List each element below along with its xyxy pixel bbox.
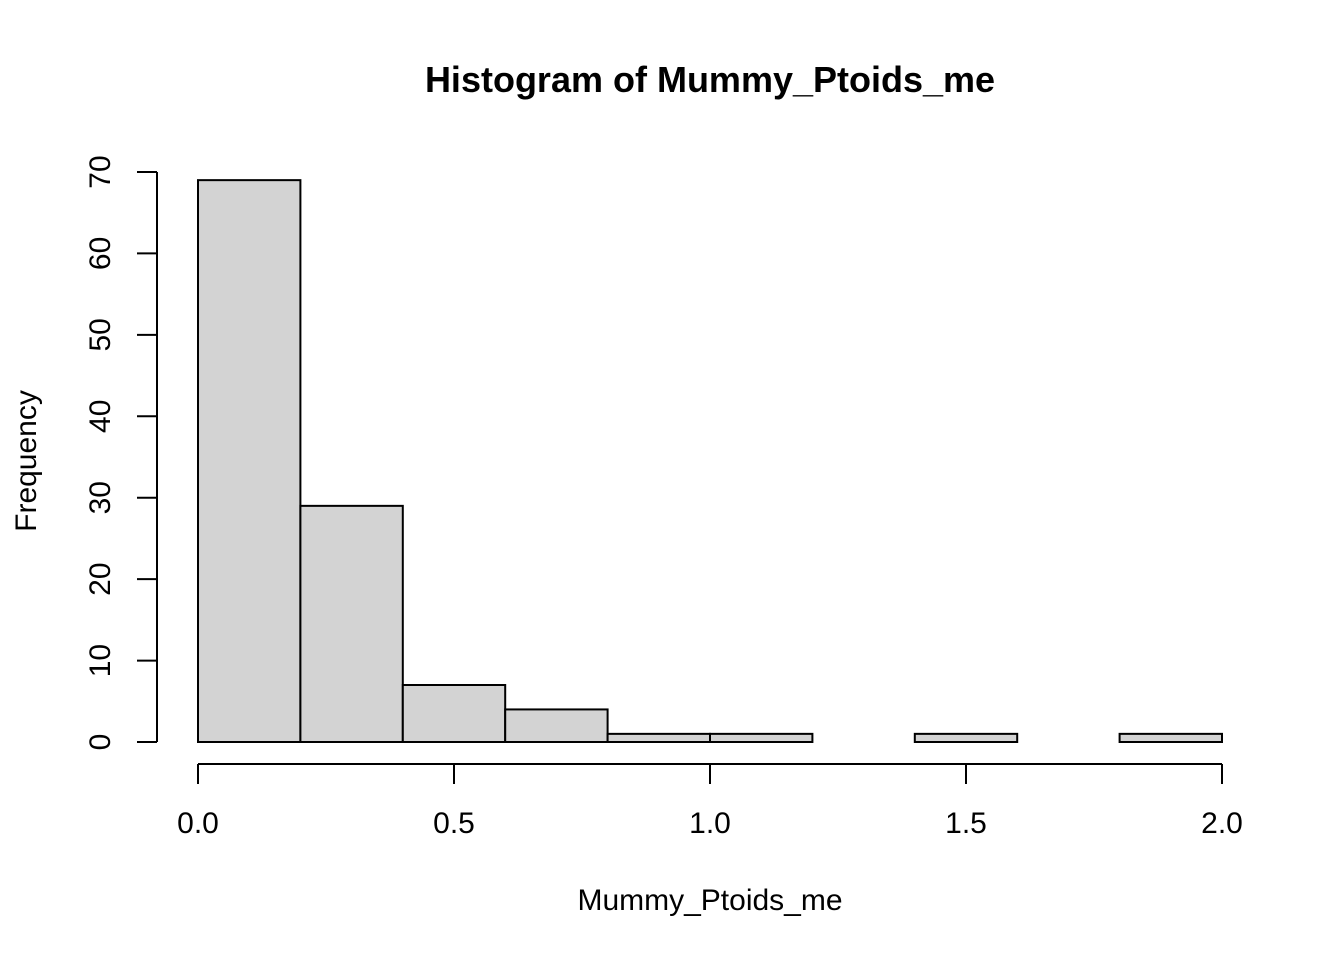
x-tick-label: 1.0 — [689, 807, 731, 840]
histogram-bar — [1118, 732, 1223, 743]
x-tick-label: 0.0 — [177, 807, 219, 840]
histogram-bar — [197, 179, 302, 743]
y-tick-label: 60 — [84, 237, 117, 270]
y-tick-label: 0 — [84, 734, 117, 751]
y-axis-label: Frequency — [10, 390, 43, 532]
histogram-bar — [401, 684, 507, 743]
histogram-bar — [913, 732, 1019, 743]
y-tick-label: 70 — [84, 155, 117, 188]
x-axis-label: Mummy_Ptoids_me — [577, 884, 842, 917]
histogram-bar — [299, 504, 404, 743]
bars-group — [197, 179, 1223, 744]
histogram-bar — [606, 732, 711, 743]
x-tick-label: 0.5 — [433, 807, 475, 840]
x-axis: 0.0 0.5 1.0 1.5 2.0 — [177, 763, 1243, 840]
y-tick-label: 20 — [84, 562, 117, 595]
y-tick-label: 50 — [84, 318, 117, 351]
y-tick-label: 30 — [84, 481, 117, 514]
y-tick-label: 10 — [84, 644, 117, 677]
y-axis: 0 10 20 30 40 50 60 70 — [84, 155, 158, 751]
chart-title: Histogram of Mummy_Ptoids_me — [425, 59, 995, 100]
histogram-bar — [504, 708, 609, 744]
x-tick-label: 1.5 — [945, 807, 987, 840]
y-tick-label: 40 — [84, 400, 117, 433]
x-tick-label: 2.0 — [1201, 807, 1243, 840]
histogram-bar — [709, 732, 814, 743]
